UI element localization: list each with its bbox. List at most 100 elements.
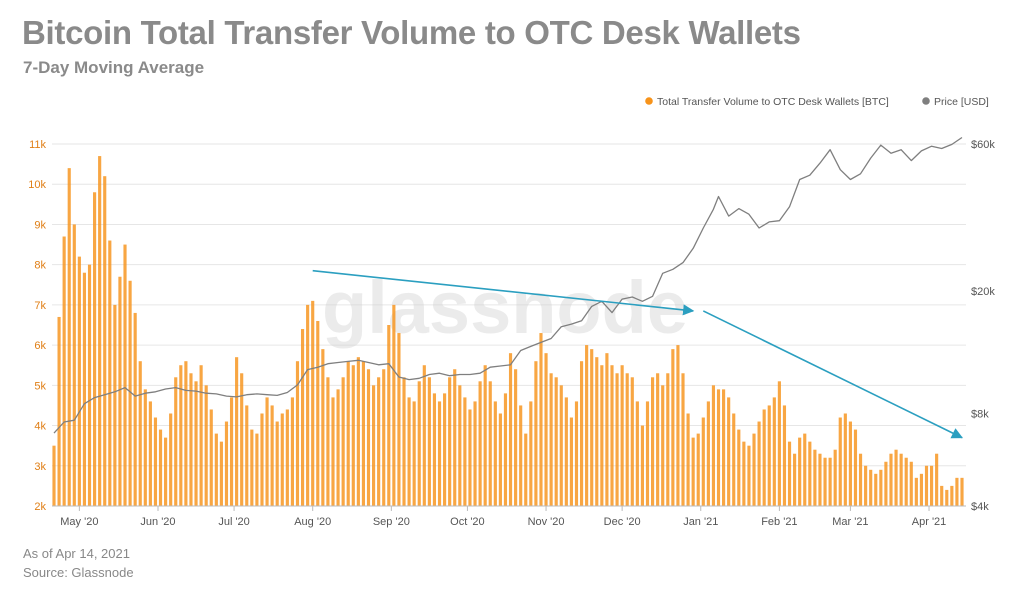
volume-bar	[940, 485, 944, 506]
volume-bar	[382, 369, 386, 506]
volume-bar	[128, 280, 132, 506]
volume-bar	[924, 465, 929, 506]
volume-bar	[316, 320, 320, 506]
volume-bar	[529, 401, 533, 506]
y-right-tick-label: $20k	[971, 286, 995, 298]
volume-bar	[194, 381, 198, 506]
volume-bar	[620, 365, 624, 506]
volume-bar	[498, 413, 502, 506]
trend-arrow-2	[702, 310, 964, 439]
legend-marker-volume	[645, 97, 653, 105]
chart-subtitle: 7-Day Moving Average	[23, 58, 205, 77]
volume-bar	[711, 385, 716, 506]
volume-bar	[879, 469, 883, 506]
volume-bar	[204, 385, 208, 506]
volume-bar	[503, 393, 508, 506]
volume-bar	[372, 385, 376, 506]
volume-bar	[757, 421, 761, 506]
volume-bar	[235, 357, 239, 506]
y-left-tick-label: 4k	[34, 421, 46, 433]
volume-bar	[838, 417, 842, 506]
volume-bar	[143, 389, 147, 506]
volume-bar	[361, 361, 366, 506]
volume-bar	[793, 453, 797, 506]
volume-bar	[727, 397, 731, 506]
volume-bar	[899, 453, 903, 506]
volume-bar	[864, 465, 868, 506]
trend-arrow-1	[312, 269, 695, 316]
volume-bar	[564, 397, 568, 506]
volume-bar	[229, 397, 234, 506]
volume-bar	[153, 417, 158, 506]
volume-bar	[950, 485, 954, 506]
volume-bar	[605, 353, 609, 506]
y-left-tick-label: 10k	[28, 179, 46, 191]
volume-bar	[508, 353, 513, 506]
y-left-tick-label: 7k	[34, 300, 46, 312]
volume-bar	[656, 373, 660, 506]
volume-bar	[306, 304, 310, 506]
volume-bar	[813, 449, 817, 506]
volume-bar	[686, 413, 690, 506]
volume-bar	[478, 381, 482, 506]
volume-bar	[762, 409, 766, 506]
volume-bar	[782, 405, 787, 506]
volume-bar	[443, 393, 447, 506]
volume-bar	[630, 377, 634, 506]
volume-bar	[270, 405, 274, 506]
volume-bar	[87, 264, 92, 506]
volume-bar	[747, 445, 751, 506]
x-tick-label: May '20	[60, 516, 98, 528]
volume-bar	[311, 300, 315, 506]
volume-bar	[346, 361, 350, 506]
volume-bar	[737, 429, 741, 506]
chart-title: Bitcoin Total Transfer Volume to OTC Des…	[22, 14, 801, 51]
y-left-tick-label: 6k	[34, 340, 46, 352]
volume-bar	[387, 325, 391, 506]
volume-bar	[98, 156, 102, 506]
volume-bar	[579, 361, 584, 506]
volume-bar	[539, 333, 543, 506]
volume-bar	[118, 276, 122, 506]
volume-bar	[189, 373, 193, 506]
volume-bar	[219, 441, 223, 506]
volume-bar	[275, 421, 279, 506]
y-right-tick-label: $8k	[971, 408, 989, 420]
volume-bar	[884, 461, 888, 506]
volume-bar	[174, 377, 178, 506]
legend-marker-price	[922, 97, 930, 105]
volume-bar	[615, 373, 619, 506]
x-tick-label: Oct '20	[450, 516, 485, 528]
legend-label-price: Price [USD]	[934, 96, 989, 108]
volume-bar	[909, 461, 913, 506]
volume-bar	[752, 433, 756, 506]
watermark: glassnode	[322, 266, 688, 349]
volume-bar	[701, 417, 705, 506]
volume-bar	[458, 385, 462, 506]
volume-bar	[397, 333, 401, 506]
volume-bar	[148, 401, 152, 506]
volume-bar	[691, 437, 695, 506]
volume-bar	[574, 401, 579, 506]
x-tick-label: Jun '20	[140, 516, 175, 528]
volume-bar	[935, 453, 939, 506]
volume-bar	[534, 361, 538, 506]
volume-bar	[874, 473, 878, 506]
volume-bar	[52, 445, 56, 506]
volume-bar	[853, 429, 858, 506]
volume-bar	[326, 377, 330, 506]
volume-bar	[432, 393, 437, 506]
x-tick-label: Apr '21	[912, 516, 947, 528]
volume-bar	[549, 373, 553, 506]
y-right-tick-label: $4k	[971, 501, 989, 513]
volume-bar	[285, 409, 289, 506]
volume-bar	[559, 385, 563, 506]
volume-bar	[199, 365, 203, 506]
y-right-tick-label: $60k	[971, 139, 995, 151]
volume-bar	[250, 429, 254, 506]
volume-bar	[179, 365, 183, 506]
volume-bar	[590, 349, 594, 506]
volume-bar	[138, 361, 142, 506]
volume-bar	[919, 473, 923, 506]
volume-bar	[331, 397, 335, 506]
